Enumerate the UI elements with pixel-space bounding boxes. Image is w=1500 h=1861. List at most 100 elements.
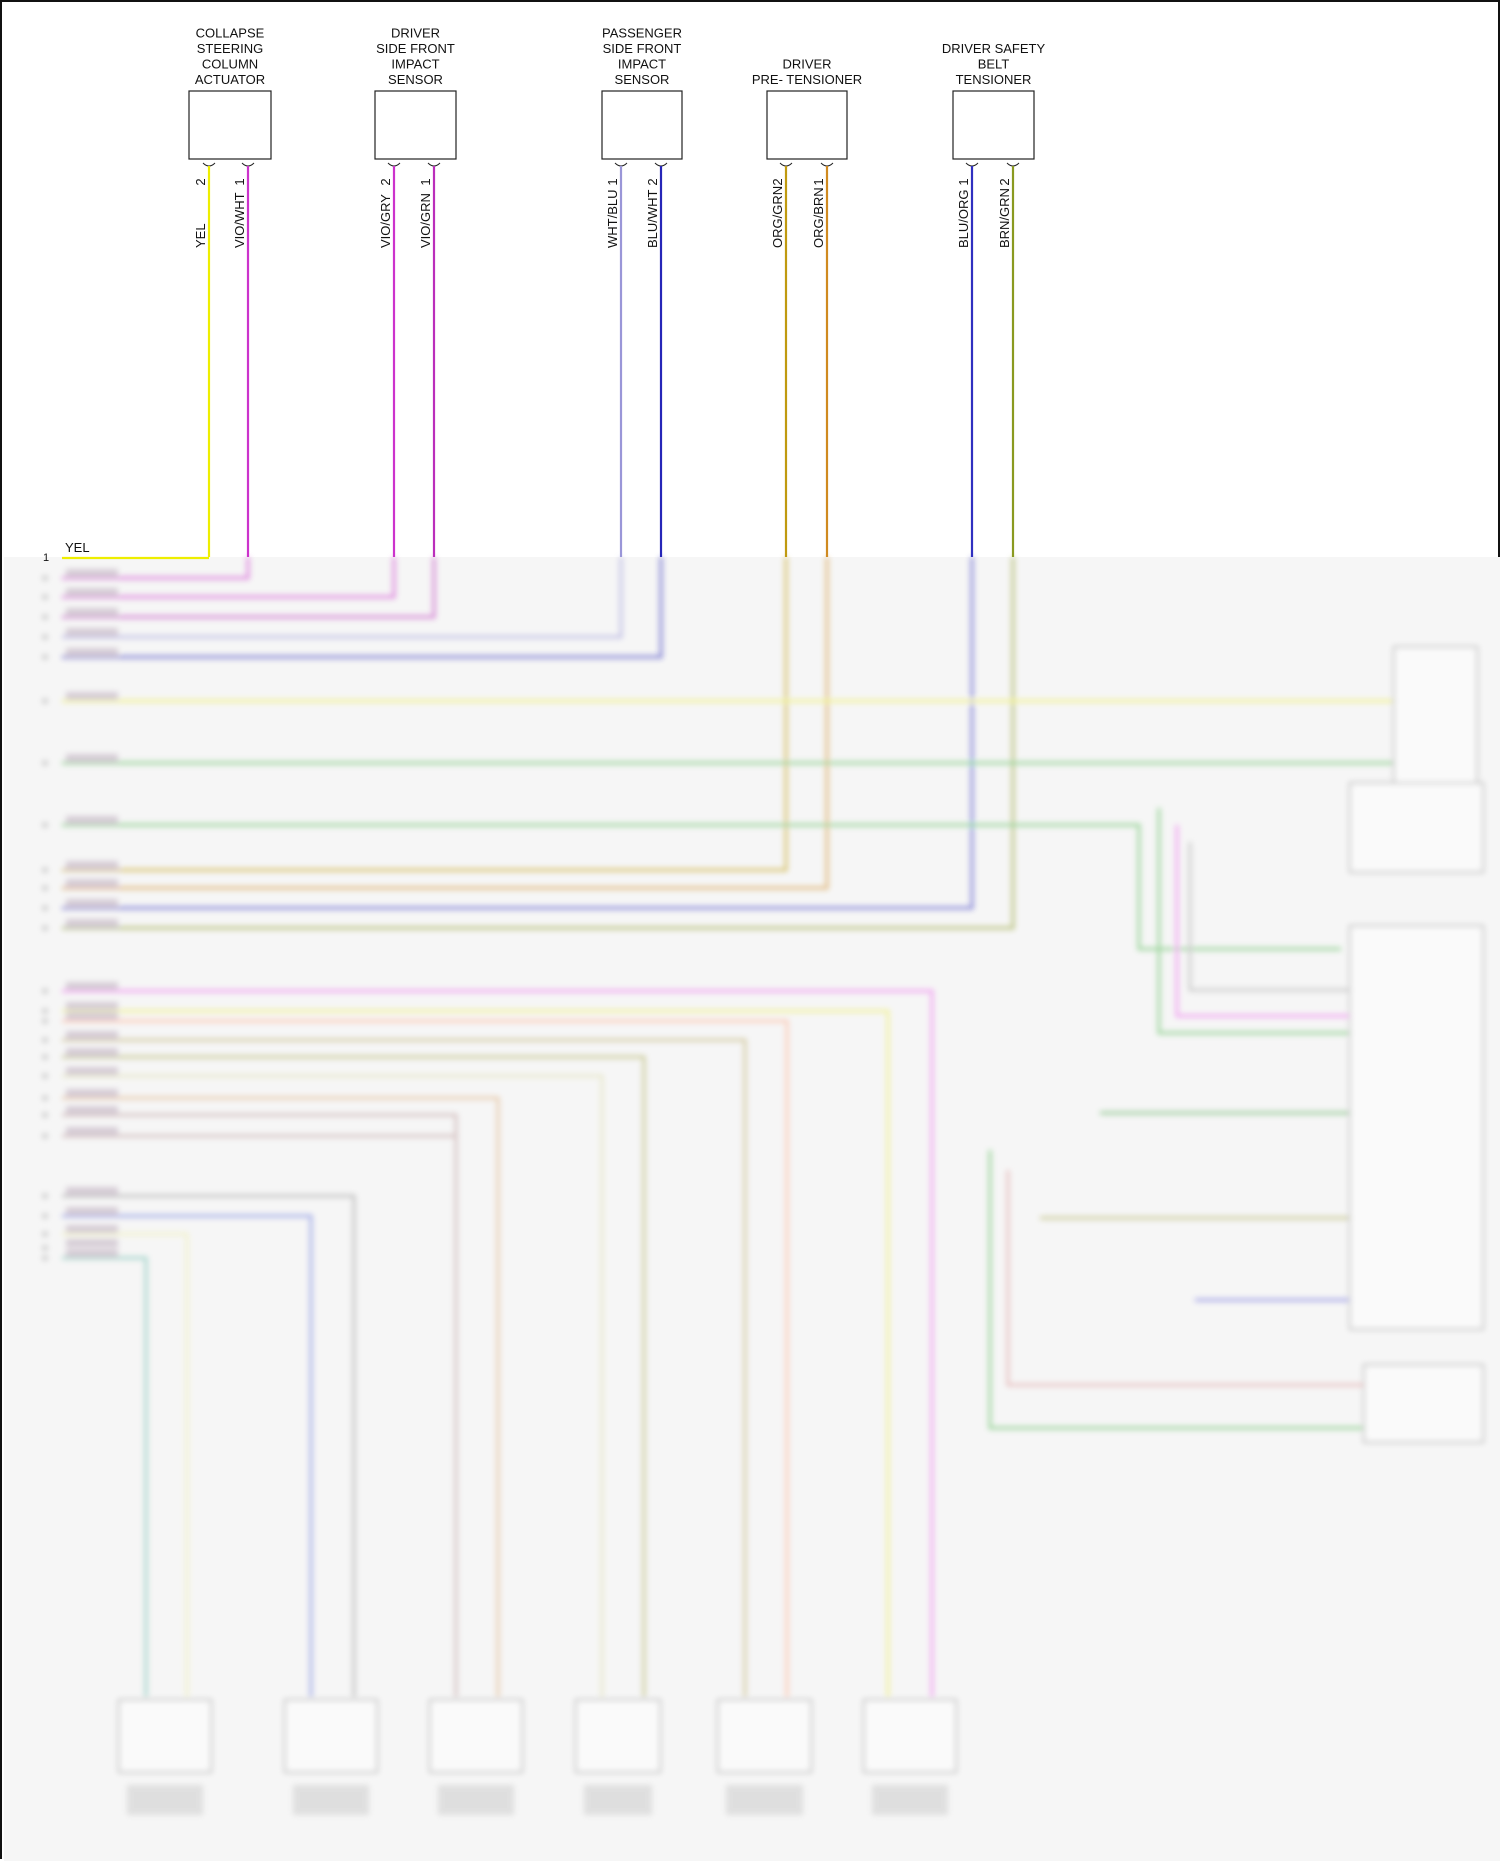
blurred-pin	[42, 1095, 48, 1101]
blurred-wire	[62, 1038, 747, 1697]
blurred-label	[66, 1225, 118, 1233]
blurred-label	[66, 648, 118, 656]
connector-pin-icon	[1006, 162, 1020, 167]
wire-color-label: BLU/ORG	[956, 189, 971, 248]
blurred-label	[726, 1785, 803, 1815]
wire-color-label: ORG/GRN	[770, 186, 785, 248]
blurred-wire	[62, 1055, 646, 1697]
blurred-label	[584, 1785, 652, 1815]
blurred-label	[66, 588, 118, 596]
wire-color-label: VIO/WHT	[232, 192, 247, 248]
blurred-label	[66, 1002, 118, 1010]
blurred-pin	[42, 654, 48, 660]
wire-color-label: YEL	[193, 223, 208, 248]
blurred-pin	[42, 1054, 48, 1060]
blurred-region	[4, 557, 1500, 1861]
component-title-line: DRIVER	[391, 26, 440, 41]
blurred-label	[66, 569, 118, 577]
connector-pin-icon	[820, 162, 834, 167]
component-title-line: TENSIONER	[956, 72, 1032, 87]
blurred-label	[66, 1187, 118, 1195]
pin-number: 2	[193, 178, 208, 185]
blurred-wire	[62, 989, 934, 1697]
blurred-pin	[42, 905, 48, 911]
pin-number: 2	[645, 178, 660, 185]
blurred-wire	[988, 1150, 1364, 1430]
blurred-wire	[1175, 825, 1350, 1018]
blurred-connector	[575, 1699, 661, 1773]
pin-number: 2	[770, 178, 785, 185]
blurred-label	[293, 1785, 369, 1815]
blurred-wire	[62, 557, 436, 619]
blurred-pin	[42, 760, 48, 766]
blurred-label	[127, 1785, 203, 1815]
connector-pin-icon	[387, 162, 401, 167]
blurred-label	[66, 628, 118, 636]
module-pin1-number: 1	[43, 552, 49, 564]
component-title-line: SIDE FRONT	[376, 41, 455, 56]
blurred-label	[66, 692, 118, 700]
blurred-wire	[62, 1232, 189, 1697]
blurred-pin	[42, 1008, 48, 1014]
blurred-pin	[42, 698, 48, 704]
component-title-line: ACTUATOR	[195, 72, 265, 87]
blurred-wire	[62, 1256, 148, 1697]
blurred-label	[66, 1048, 118, 1056]
wire-color-label: VIO/GRY	[378, 194, 393, 248]
pin-number: 1	[605, 178, 620, 185]
connector-pin-icon	[654, 162, 668, 167]
blurred-pin	[42, 885, 48, 891]
blurred-pin	[42, 1133, 48, 1139]
blurred-label	[66, 1249, 118, 1257]
blurred-pin	[42, 988, 48, 994]
blurred-wire	[62, 1074, 604, 1697]
component-box	[188, 90, 272, 160]
component-box	[952, 90, 1035, 160]
blurred-pin	[42, 1245, 48, 1251]
blurred-wire	[62, 823, 1341, 951]
blurred-wire	[62, 1113, 458, 1697]
component-box	[766, 90, 848, 160]
component-title-line: DRIVER	[782, 57, 831, 72]
blurred-wire	[62, 1009, 890, 1697]
blurred-pin	[42, 1018, 48, 1024]
blurred-label	[66, 754, 118, 762]
blurred-wire	[1157, 808, 1350, 1035]
blurred-connector	[429, 1699, 523, 1773]
blurred-connector	[118, 1699, 212, 1773]
blurred-label	[438, 1785, 514, 1815]
component-title-line: IMPACT	[391, 57, 439, 72]
component-title-line: DRIVER SAFETY	[942, 41, 1046, 56]
blurred-wire	[62, 1019, 789, 1697]
pin-number: 1	[956, 178, 971, 185]
component-title-line: SENSOR	[388, 72, 443, 87]
connector-pin-icon	[202, 162, 216, 167]
wire-color-label: BRN/GRN	[997, 188, 1012, 248]
wire-color-label: BLU/WHT	[645, 189, 660, 248]
blurred-pin	[42, 1073, 48, 1079]
pin-number: 2	[997, 178, 1012, 185]
blurred-label	[66, 816, 118, 824]
blurred-pin	[42, 1037, 48, 1043]
blurred-label	[66, 1089, 118, 1097]
component-box	[374, 90, 457, 160]
blurred-label	[66, 1239, 118, 1247]
component-title-line: COLLAPSE	[196, 26, 265, 41]
blurred-pin	[42, 1231, 48, 1237]
blurred-label	[66, 861, 118, 869]
blurred-wire	[62, 557, 396, 599]
connector-pin-icon	[779, 162, 793, 167]
connector-pin-icon	[614, 162, 628, 167]
blurred-pin	[42, 1255, 48, 1261]
connector-pin-icon	[965, 162, 979, 167]
blurred-label	[66, 1067, 118, 1075]
component-title-line: PASSENGER	[602, 26, 682, 41]
blurred-wire	[1188, 842, 1350, 992]
blurred-wire	[62, 1214, 313, 1697]
blurred-label	[66, 982, 118, 990]
